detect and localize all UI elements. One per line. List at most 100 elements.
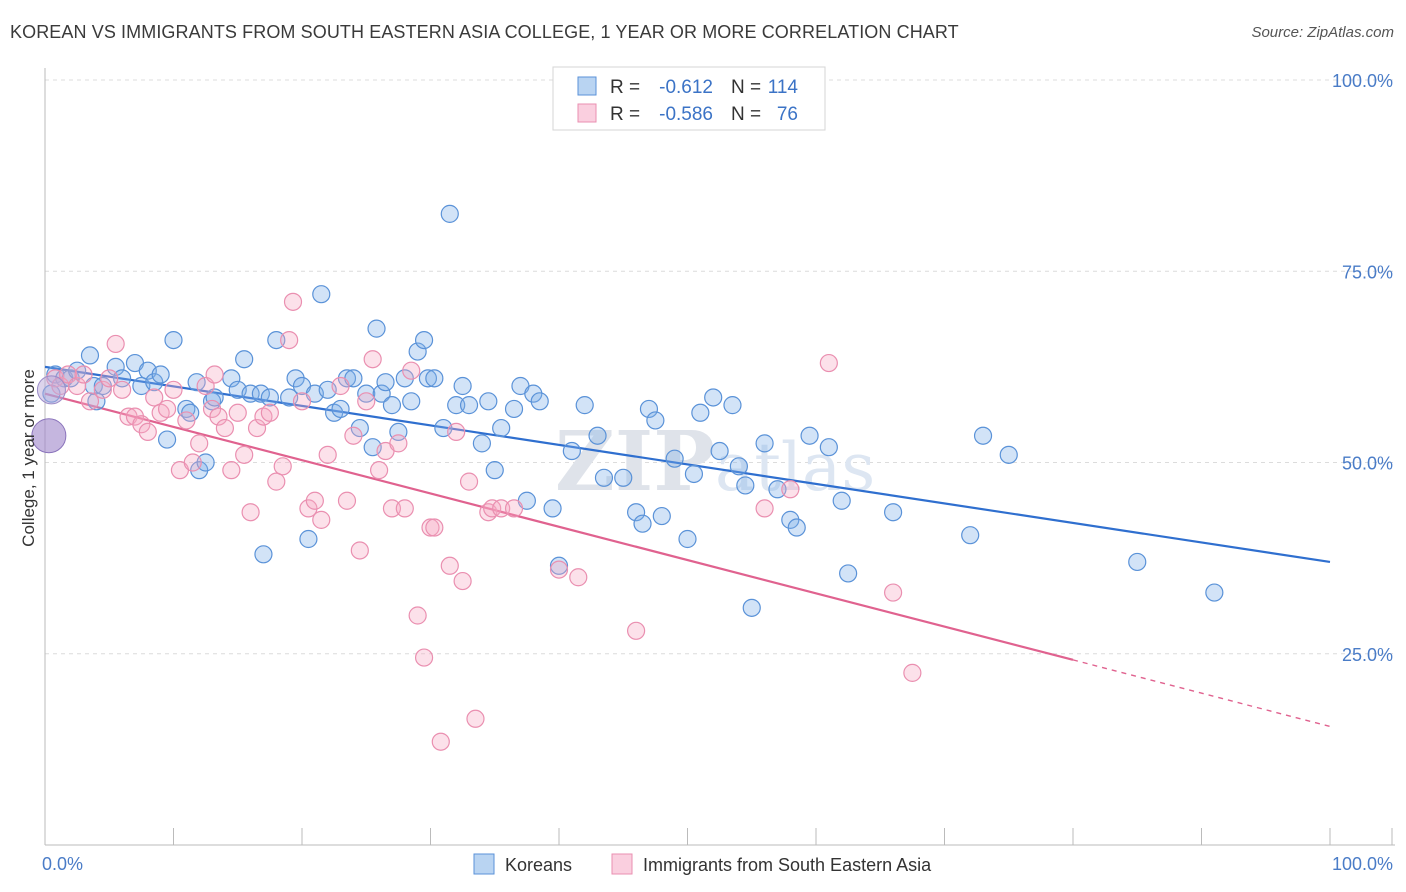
tick-labels: 25.0% 50.0% 75.0% 100.0% 0.0% 100.0% College, … xyxy=(19,71,1393,874)
korean-point xyxy=(376,373,395,392)
se-asia-point xyxy=(331,376,350,396)
se-asia-point xyxy=(344,426,363,445)
korean-point xyxy=(485,461,504,480)
korean-point xyxy=(530,392,549,411)
data-points xyxy=(31,204,1224,751)
se-asia-point xyxy=(569,568,588,587)
korean-point xyxy=(251,384,270,403)
se-asia-point xyxy=(504,499,524,518)
se-asia-point xyxy=(337,491,357,510)
chart-title: KOREAN VS IMMIGRANTS FROM SOUTH EASTERN … xyxy=(10,22,959,42)
korean-point xyxy=(691,403,710,422)
legend-r-value: -0.612 xyxy=(659,77,713,98)
korean-point xyxy=(710,441,729,461)
legend-r-value: -0.586 xyxy=(659,104,713,125)
legend-label-koreans: Koreans xyxy=(505,855,572,875)
se-asia-point xyxy=(431,732,450,751)
korean-point xyxy=(704,388,723,407)
korean-point xyxy=(800,426,819,445)
korean-point xyxy=(402,392,421,411)
se-asia-point xyxy=(260,403,279,422)
korean-point xyxy=(80,346,100,365)
korean-point xyxy=(408,342,427,361)
se-asia-point xyxy=(138,422,157,441)
korean-point xyxy=(440,204,459,223)
series-legend: Koreans Immigrants from South Eastern Asi… xyxy=(473,853,932,875)
legend-n-label: N = xyxy=(731,104,761,125)
se-asia-point xyxy=(157,399,177,419)
korean-point xyxy=(1205,583,1224,602)
legend-box xyxy=(552,66,826,131)
korean-point xyxy=(742,598,761,617)
y-tick-label: 25.0% xyxy=(1342,645,1393,665)
korean-point xyxy=(678,529,697,549)
korean-point xyxy=(633,514,652,533)
korean-point xyxy=(652,506,671,526)
legend-r-label: R = xyxy=(610,77,640,98)
se-asia-point xyxy=(74,365,93,384)
se-asia-point xyxy=(80,392,100,411)
legend-label-se-asia: Immigrants from South Eastern Asia xyxy=(643,855,932,875)
se-asia-point xyxy=(283,292,303,311)
korean-point xyxy=(187,373,206,392)
korean-point xyxy=(723,396,742,415)
korean-point xyxy=(260,388,279,407)
se-asia-point xyxy=(93,380,112,399)
se-asia-point xyxy=(425,518,444,537)
korean-point xyxy=(575,396,594,415)
legend-r-label: R = xyxy=(610,104,640,125)
korean-point-large xyxy=(36,375,66,405)
korean-point xyxy=(729,457,749,476)
watermark-zip: ZIP xyxy=(555,414,715,510)
se-asia-point xyxy=(440,556,459,575)
se-asia-point xyxy=(205,365,224,384)
korean-point xyxy=(684,464,704,484)
se-asia-point xyxy=(222,461,241,480)
se-asia-point xyxy=(350,541,369,560)
korean-point xyxy=(626,503,646,522)
korean-point xyxy=(479,392,498,411)
chart-source: Source: ZipAtlas.com xyxy=(1251,24,1394,41)
se-asia-point xyxy=(68,376,87,396)
korean-point xyxy=(543,499,562,518)
legend-n-value: 114 xyxy=(768,77,799,98)
korean-point xyxy=(106,357,125,376)
korean-point xyxy=(382,396,402,415)
korean-point xyxy=(999,445,1018,464)
se-asia-point xyxy=(459,472,479,491)
se-asia-point xyxy=(177,411,196,430)
se-asia-point xyxy=(112,380,132,399)
trend-line-se-asia xyxy=(44,392,1074,661)
legend-n-value: 76 xyxy=(777,104,798,125)
korean-point xyxy=(594,468,614,487)
se-asia-point xyxy=(819,353,838,373)
se-asia-point xyxy=(389,434,408,453)
y-axis-label: College, 1 year or more xyxy=(19,369,38,547)
se-asia-point xyxy=(100,369,119,388)
korean-point xyxy=(267,331,286,350)
se-asia-point xyxy=(273,457,292,476)
se-asia-point xyxy=(421,518,440,537)
x-tick-label: 0.0% xyxy=(42,854,83,874)
korean-point xyxy=(425,369,444,388)
korean-point xyxy=(357,384,376,403)
korean-point xyxy=(639,399,659,419)
korean-point xyxy=(614,468,633,487)
se-asia-point xyxy=(402,361,421,380)
korean-point xyxy=(414,331,434,350)
korean-point xyxy=(665,449,684,468)
korean-point xyxy=(447,396,466,415)
korean-point xyxy=(312,285,331,304)
korean-point xyxy=(883,503,903,522)
korean-point xyxy=(157,430,177,449)
x-tick-label: 100.0% xyxy=(1332,854,1393,874)
se-asia-point xyxy=(280,331,299,350)
korean-point xyxy=(819,438,838,457)
korean-point xyxy=(755,434,774,453)
stats-legend: R = -0.612 N = 114 R = -0.586 N = 76 xyxy=(552,66,826,131)
se-asia-point xyxy=(235,445,254,464)
se-asia-point xyxy=(370,461,389,480)
korean-point xyxy=(973,426,993,445)
korean-point xyxy=(961,526,980,545)
korean-point xyxy=(646,411,665,430)
